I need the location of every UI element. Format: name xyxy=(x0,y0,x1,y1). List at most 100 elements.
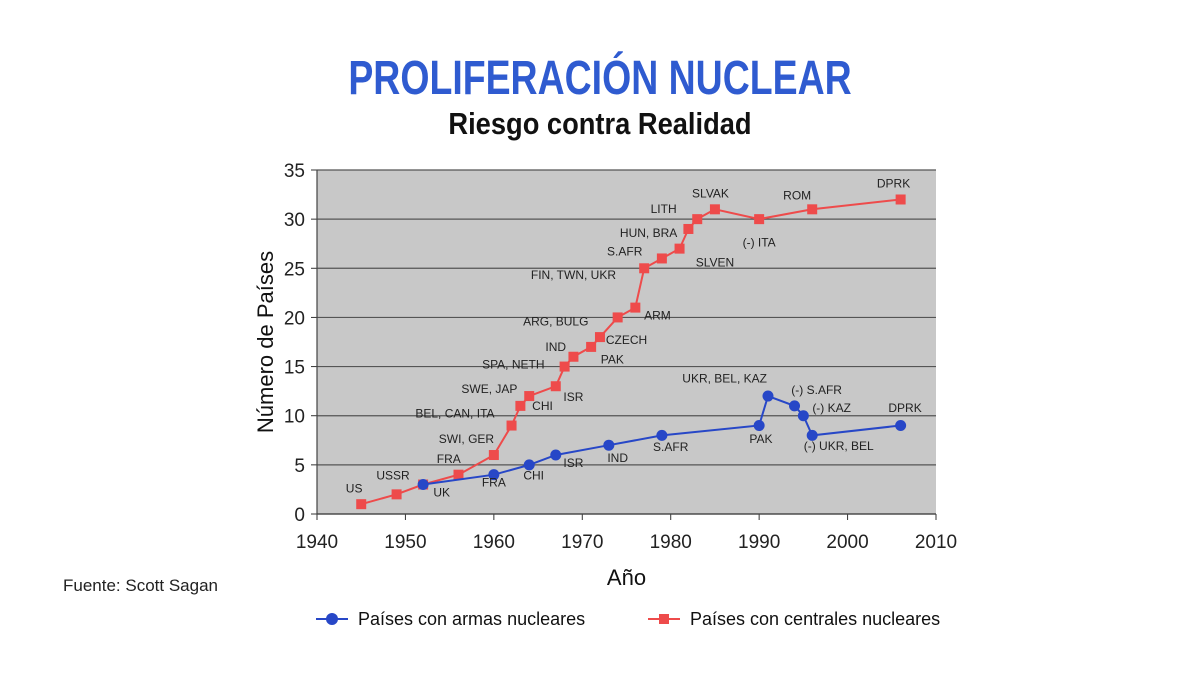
annotation-label: SPA, NETH xyxy=(482,358,544,372)
x-tick-label: 1960 xyxy=(473,532,515,553)
annotation-label: US xyxy=(346,481,363,495)
annotation-label: ISR xyxy=(563,390,583,404)
annotation-label: (-) UKR, BEL xyxy=(804,439,874,453)
chart-title: PROLIFERACIÓN NUCLEAR xyxy=(348,52,852,105)
annotation-label: ARM xyxy=(644,308,671,322)
legend-item-plants: Países con centrales nucleares xyxy=(648,604,940,634)
data-point xyxy=(391,489,402,500)
annotation-label: ROM xyxy=(783,188,811,202)
annotations: US USSR UK FRA SWI, GER FRA BEL, CAN, ITA CHI SW… xyxy=(346,177,922,500)
x-tick-label: 2000 xyxy=(826,532,868,553)
annotation-label: FRA xyxy=(437,452,461,466)
y-tick-label: 20 xyxy=(284,308,305,329)
x-tick-label: 1950 xyxy=(384,532,426,553)
data-point xyxy=(568,351,579,362)
data-point xyxy=(895,194,906,205)
data-point xyxy=(524,391,535,402)
y-tick-label: 5 xyxy=(294,456,305,477)
annotation-label: (-) ITA xyxy=(743,236,776,250)
data-point xyxy=(488,469,500,481)
data-point xyxy=(586,341,597,352)
plot-area xyxy=(317,170,936,514)
chart-subtitle: Riesgo contra Realidad xyxy=(448,106,752,141)
y-tick-label: 35 xyxy=(284,161,305,182)
data-point xyxy=(656,253,667,264)
data-point xyxy=(550,449,562,461)
annotation-label: FIN, TWN, UKR xyxy=(531,268,616,282)
data-point xyxy=(453,469,464,480)
annotation-label: BEL, CAN, ITA xyxy=(415,407,494,421)
y-tick-label: 0 xyxy=(294,505,305,526)
annotation-label: UK xyxy=(433,485,450,499)
y-tick-label: 15 xyxy=(284,358,305,379)
data-point xyxy=(797,410,809,422)
data-point xyxy=(515,400,526,411)
annotation-label: FRA xyxy=(482,475,506,489)
data-point xyxy=(789,400,801,412)
x-tick-label: 1940 xyxy=(296,532,338,553)
annotation-label: (-) S.AFR xyxy=(791,383,842,397)
data-point xyxy=(762,390,774,402)
annotation-label: CZECH xyxy=(606,333,647,347)
y-tick-label: 25 xyxy=(284,259,305,280)
square-marker-icon xyxy=(648,612,680,626)
annotation-label: DPRK xyxy=(888,401,921,415)
data-point xyxy=(753,420,765,432)
annotation-label: UKR, BEL, KAZ xyxy=(682,371,767,385)
data-point xyxy=(612,312,623,323)
annotation-label: (-) KAZ xyxy=(812,401,851,415)
data-point xyxy=(594,332,605,343)
data-point xyxy=(806,429,818,441)
annotation-label: DPRK xyxy=(877,177,910,191)
data-point xyxy=(630,302,641,313)
x-tick-label: 1980 xyxy=(650,532,692,553)
source-note: Fuente: Scott Sagan xyxy=(63,576,218,595)
legend-label-weapons: Países con armas nucleares xyxy=(358,608,586,629)
annotation-label: IND xyxy=(545,340,566,354)
data-point xyxy=(506,420,517,431)
data-point xyxy=(683,223,694,234)
data-point xyxy=(639,263,650,274)
axes: 0 5 10 15 20 25 30 35 1940 1950 1960 1970 1980 1990 20… xyxy=(284,161,957,553)
data-point xyxy=(807,204,818,215)
x-tick-label: 2010 xyxy=(915,532,957,553)
data-point xyxy=(656,429,668,441)
annotation-label: PAK xyxy=(749,432,772,446)
y-tick-label: 30 xyxy=(284,210,305,231)
circle-marker-icon xyxy=(316,612,348,626)
data-point xyxy=(674,243,685,254)
annotation-label: CHI xyxy=(523,469,544,483)
data-point xyxy=(692,214,703,225)
annotation-label: ISR xyxy=(563,456,583,470)
annotation-label: ARG, BULG xyxy=(523,314,588,328)
legend-item-weapons: Países con armas nucleares xyxy=(316,604,585,634)
y-axis-label: Número de Países xyxy=(253,251,278,433)
data-point xyxy=(488,450,499,461)
annotation-label: SLVEN xyxy=(696,255,734,269)
legend-label-plants: Países con centrales nucleares xyxy=(690,608,941,629)
annotation-label: SWI, GER xyxy=(439,432,495,446)
series xyxy=(356,194,907,510)
data-point xyxy=(356,499,367,510)
y-tick-label: 10 xyxy=(284,407,305,428)
data-point xyxy=(895,420,907,432)
data-point xyxy=(559,361,570,372)
annotation-label: S.AFR xyxy=(607,245,643,259)
x-tick-label: 1970 xyxy=(561,532,603,553)
data-point xyxy=(754,214,765,225)
annotation-label: SLVAK xyxy=(692,187,729,201)
data-point xyxy=(603,439,615,451)
data-point xyxy=(550,381,561,392)
annotation-label: SWE, JAP xyxy=(461,382,517,396)
data-point xyxy=(523,459,535,471)
annotation-label: IND xyxy=(607,451,628,465)
annotation-label: HUN, BRA xyxy=(620,226,677,240)
x-axis-label: Año xyxy=(607,565,646,590)
annotation-label: PAK xyxy=(601,353,624,367)
annotation-label: CHI xyxy=(532,399,553,413)
annotation-label: USSR xyxy=(376,469,410,483)
x-tick-label: 1990 xyxy=(738,532,780,553)
annotation-label: S.AFR xyxy=(653,440,689,454)
annotation-label: LITH xyxy=(651,202,677,216)
